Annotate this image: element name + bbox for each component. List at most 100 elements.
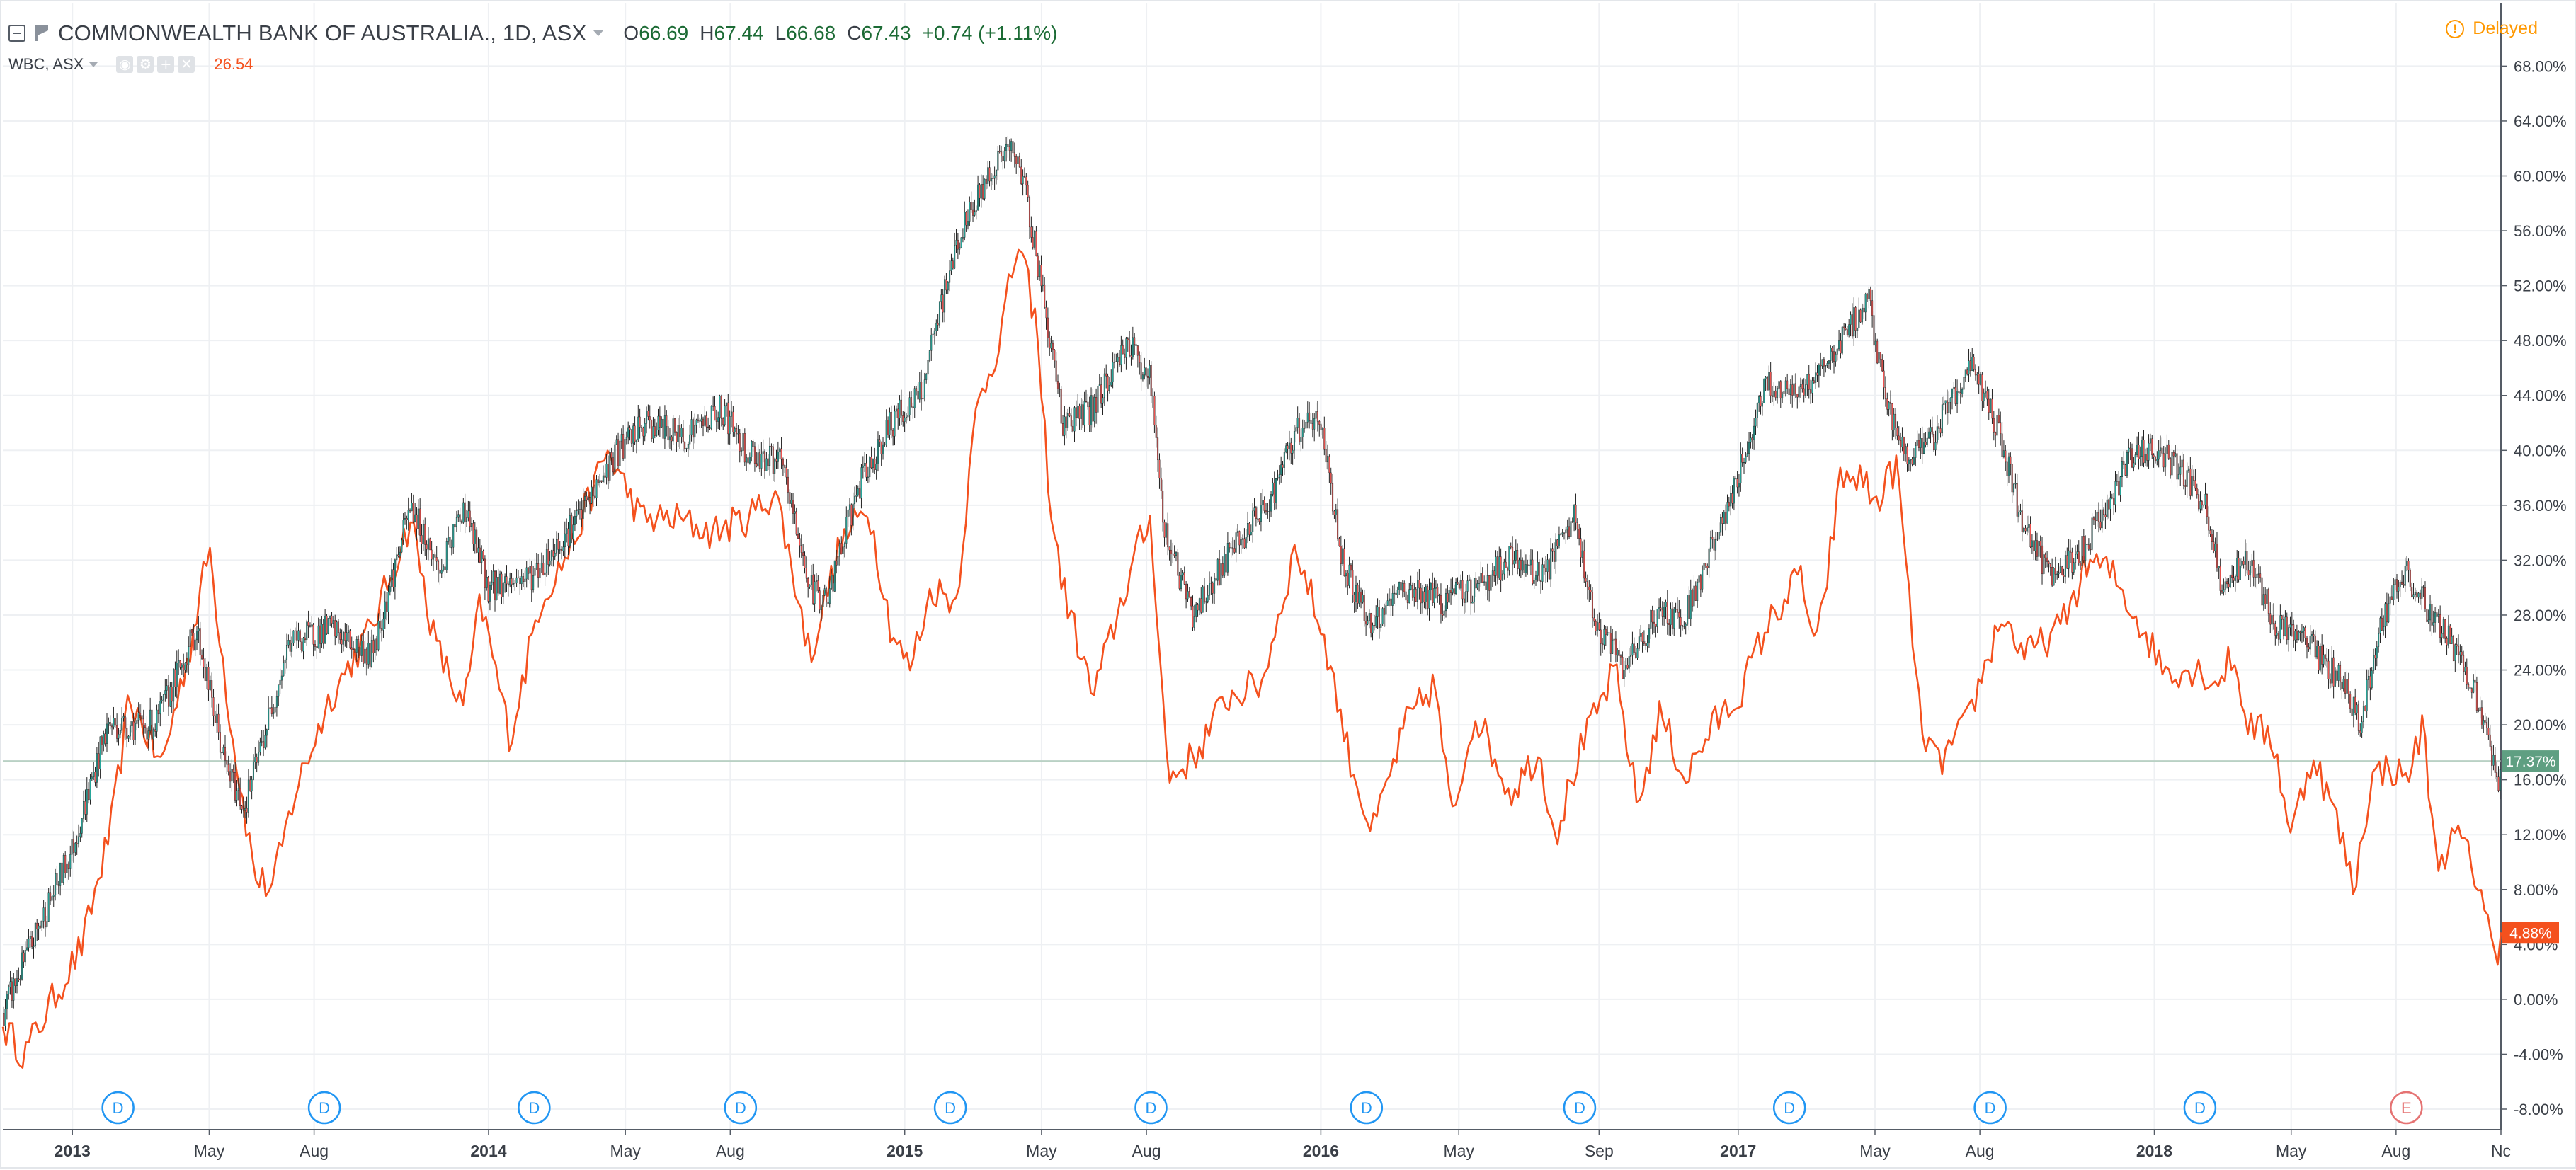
candle-body (921, 382, 923, 400)
candle-body (634, 425, 636, 442)
candle-body (1665, 602, 1667, 607)
symbol-title[interactable]: COMMONWEALTH BANK OF AUSTRALIA., 1D, ASX (58, 21, 587, 45)
candle-body (2446, 638, 2448, 646)
add-icon[interactable]: + (157, 56, 175, 73)
candle-body (2085, 544, 2087, 561)
candle-body (610, 452, 612, 458)
candle-body (997, 150, 999, 171)
candle-body (2357, 704, 2359, 731)
candle-body (1746, 453, 1748, 457)
close-value: 67.43 (861, 22, 911, 44)
candle-body (1468, 579, 1470, 581)
candle-body (663, 415, 666, 439)
candle-body (2376, 646, 2378, 659)
candle-body (1944, 400, 1947, 403)
candle-body (2379, 617, 2381, 634)
compare-symbol-title[interactable]: WBC, ASX (8, 55, 84, 73)
candle-body (279, 679, 281, 685)
candle-body (1761, 403, 1763, 407)
candle-body (1583, 550, 1585, 579)
candle-body (1515, 550, 1517, 561)
candle-body (1050, 343, 1052, 349)
candle-body (1938, 426, 1940, 429)
candle-body (679, 425, 681, 437)
candle-body (66, 863, 68, 873)
x-tick-label: Sep (1585, 1142, 1614, 1160)
change-value: +0.74 (+1.11%) (922, 22, 1058, 44)
candle-body (870, 457, 872, 469)
candle-body (2390, 596, 2393, 600)
candle-body (2146, 454, 2148, 461)
candle-body (64, 855, 67, 873)
candle-body (2034, 540, 2036, 552)
candle-body (18, 978, 20, 980)
candle-body (902, 415, 904, 422)
candle-body (1721, 517, 1723, 524)
candle-body (984, 178, 986, 199)
collapse-legend-button[interactable] (8, 25, 25, 42)
candle-body (1876, 340, 1879, 364)
candle-body (459, 514, 461, 522)
event-marker-label: D (2194, 1099, 2206, 1117)
candle-body (472, 522, 474, 544)
candle-body (56, 873, 58, 885)
delayed-indicator[interactable]: ! Delayed (2446, 18, 2538, 39)
dividend-marker (1973, 1091, 2007, 1125)
candle-body (758, 452, 761, 469)
candle-body (1990, 398, 1992, 413)
candle-body (445, 541, 448, 570)
candle-body (2309, 635, 2311, 650)
candle-body (246, 808, 248, 813)
candle-body (216, 713, 218, 723)
candle-body (1247, 523, 1249, 538)
candle-body (1777, 388, 1779, 398)
candle-body (52, 895, 55, 897)
chevron-down-icon[interactable] (593, 30, 604, 36)
candle-body (1243, 538, 1246, 549)
candle-body (2484, 720, 2486, 723)
candle-body (2073, 562, 2075, 573)
candle-body (1452, 588, 1454, 593)
current-value-badge-label: 17.37% (2505, 754, 2555, 770)
candle-body (1055, 360, 1057, 382)
candle-body (1466, 580, 1469, 592)
chevron-down-icon[interactable] (89, 62, 98, 67)
dividend-marker (1350, 1091, 1384, 1125)
candle-body (2497, 776, 2500, 791)
settings-icon[interactable]: ⚙ (137, 56, 154, 73)
candle-body (831, 575, 833, 589)
candle-body (1039, 265, 1041, 277)
y-tick-label: -8.00% (2514, 1101, 2563, 1118)
close-icon[interactable]: ✕ (178, 56, 195, 73)
candle-body (826, 588, 828, 602)
candle-body (34, 922, 36, 946)
candle-body (96, 753, 98, 783)
candle-body (16, 978, 18, 986)
candle-body (1507, 567, 1509, 571)
low-label: L (775, 22, 787, 44)
candle-body (1015, 156, 1018, 164)
candle-body (1985, 391, 1987, 394)
eye-icon[interactable]: ◉ (116, 56, 134, 73)
candle-body (263, 741, 265, 748)
candle-body (700, 418, 702, 422)
candle-body (376, 638, 378, 650)
candle-body (1165, 523, 1167, 538)
candle-body (699, 420, 701, 422)
candle-body (800, 545, 802, 553)
candle-body (407, 510, 409, 520)
candle-body (2378, 633, 2380, 647)
compare-value: 26.54 (214, 55, 253, 73)
candle-body (2327, 660, 2330, 679)
candle-body (1238, 531, 1241, 546)
candle-body (1612, 639, 1614, 654)
candle-body (178, 660, 180, 663)
candle-body (224, 747, 227, 761)
candle-body (1840, 340, 1842, 354)
flag-icon[interactable] (34, 25, 50, 42)
candle-body (674, 418, 676, 433)
candle-body (1270, 494, 1272, 512)
candle-body (2038, 541, 2040, 557)
